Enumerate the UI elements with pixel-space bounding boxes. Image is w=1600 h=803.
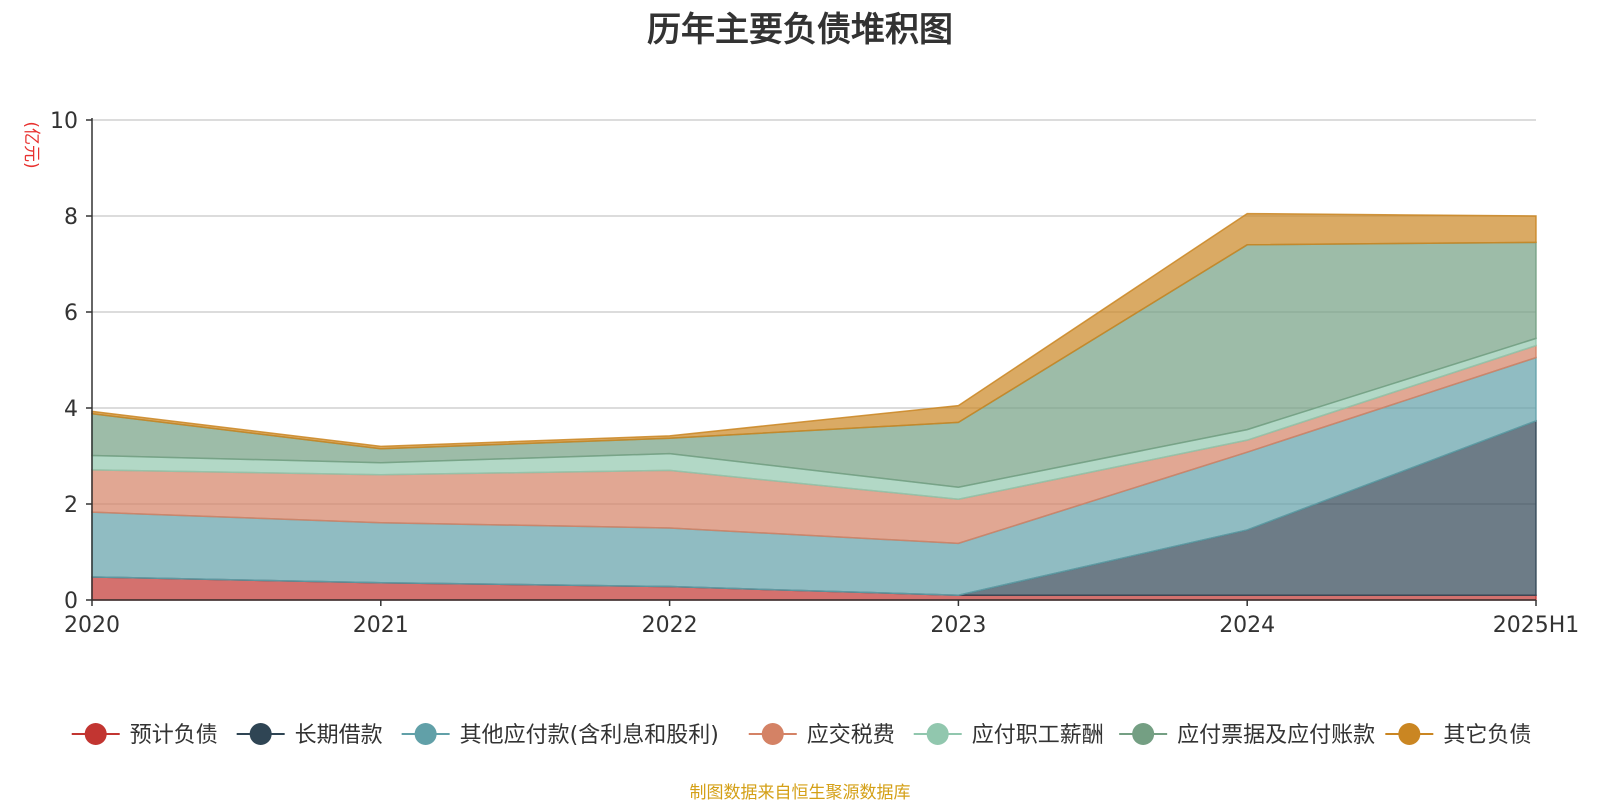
legend-label-4: 应付职工薪酬 <box>972 723 1104 748</box>
y-tick-label-6: 6 <box>64 301 78 326</box>
legend-marker-3 <box>761 723 784 745</box>
x-tick-label-1: 2021 <box>353 613 409 638</box>
legend-label-1: 长期借款 <box>295 723 383 748</box>
legend-marker-5 <box>1132 723 1155 745</box>
legend-item-5[interactable]: 应付票据及应付账款 <box>1119 723 1375 748</box>
legend-marker-2 <box>414 723 437 745</box>
legend-marker-6 <box>1398 723 1421 745</box>
data-source-note: 制图数据来自恒生聚源数据库 <box>689 783 911 803</box>
legend-item-0[interactable]: 预计负债 <box>71 723 218 748</box>
x-tick-label-4: 2024 <box>1219 613 1275 638</box>
legend-marker-1 <box>249 723 272 745</box>
legend-item-6[interactable]: 其它负债 <box>1385 723 1531 748</box>
y-axis-label: (亿元) <box>21 121 41 168</box>
legend-label-3: 应交税费 <box>807 723 895 748</box>
legend-item-4[interactable]: 应付职工薪酬 <box>913 723 1104 748</box>
tick-labels: 0 2 4 6 8 10 2020 2021 2022 2023 2024 2025H1 <box>50 109 1579 638</box>
legend-marker-0 <box>84 723 107 745</box>
axes <box>86 118 1537 606</box>
x-tick-label-3: 2023 <box>930 613 986 638</box>
legend-label-0: 预计负债 <box>130 723 218 748</box>
legend-label-5: 应付票据及应付账款 <box>1177 723 1375 748</box>
legend-label-2: 其他应付款(含利息和股利) <box>460 723 719 748</box>
legend-item-1[interactable]: 长期借款 <box>236 723 383 748</box>
legend-item-2[interactable]: 其他应付款(含利息和股利) <box>401 723 719 748</box>
y-tick-label-8: 8 <box>64 205 78 230</box>
y-tick-label-4: 4 <box>64 397 78 422</box>
area-series-6 <box>91 212 1537 450</box>
y-tick-label-0: 0 <box>64 589 78 614</box>
chart-title: 历年主要负债堆积图 <box>647 10 953 50</box>
x-tick-label-0: 2020 <box>64 613 120 638</box>
x-tick-label-2: 2022 <box>642 613 698 638</box>
y-tick-label-2: 2 <box>64 493 78 518</box>
legend-marker-4 <box>926 723 949 745</box>
x-tick-label-5: 2025H1 <box>1493 613 1580 638</box>
area-series-layer <box>91 212 1537 601</box>
legend: 预计负债 长期借款 其他应付款(含利息和股利) 应交税费 应付职工薪酬 应付票据及应付账款… <box>71 723 1531 748</box>
y-tick-label-10: 10 <box>50 109 78 134</box>
legend-item-3[interactable]: 应交税费 <box>748 723 895 748</box>
legend-label-6: 其它负债 <box>1443 723 1531 748</box>
